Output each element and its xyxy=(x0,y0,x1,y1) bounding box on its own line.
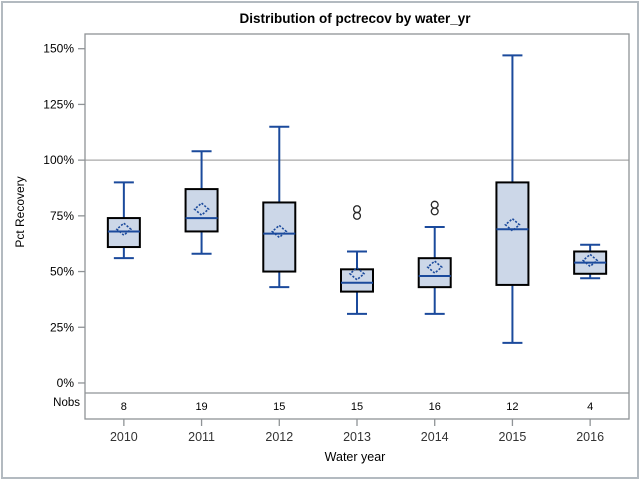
x-tick-label: 2015 xyxy=(499,430,527,444)
mean-marker xyxy=(504,217,521,232)
iqr-box xyxy=(106,217,141,249)
boxplot-2012 xyxy=(262,125,297,289)
nobs-value: 15 xyxy=(351,401,363,413)
outlier-point xyxy=(430,200,439,209)
y-axis-label: Pct Recovery xyxy=(13,176,27,248)
boxplot-2013 xyxy=(340,205,374,315)
y-tick-label: 75% xyxy=(50,209,74,223)
mean-marker xyxy=(193,202,210,217)
boxplot-2010 xyxy=(106,181,141,260)
y-tick-label: 0% xyxy=(57,376,75,390)
chart-title: Distribution of pctrecov by water_yr xyxy=(239,11,471,26)
nobs-value: 8 xyxy=(121,401,127,413)
outlier-point xyxy=(430,207,439,216)
y-tick-label: 125% xyxy=(43,97,74,111)
outlier-point xyxy=(352,211,362,220)
nobs-value: 16 xyxy=(429,401,441,413)
mean-marker xyxy=(581,253,599,268)
iqr-box xyxy=(184,188,219,233)
mean-marker xyxy=(426,260,443,275)
mean-marker xyxy=(348,266,366,281)
nobs-value: 15 xyxy=(273,401,285,413)
mean-marker xyxy=(115,222,133,237)
x-tick-label: 2012 xyxy=(265,430,293,444)
y-tick-label: 25% xyxy=(50,320,74,334)
y-tick-label: 100% xyxy=(43,153,74,167)
outlier-point xyxy=(352,205,362,214)
boxplot-2015 xyxy=(495,54,530,344)
boxplot-2014 xyxy=(417,200,452,315)
nobs-value: 4 xyxy=(587,401,593,413)
y-tick-label: 50% xyxy=(50,265,74,279)
x-axis-label: Water year xyxy=(324,450,386,464)
boxplot-2011 xyxy=(184,150,219,255)
x-tick-label: 2016 xyxy=(576,430,604,444)
y-tick-label: 150% xyxy=(43,42,74,56)
nobs-row-label: Nobs xyxy=(53,397,80,409)
x-tick-label: 2010 xyxy=(110,430,138,444)
x-tick-label: 2013 xyxy=(343,430,371,444)
mean-marker xyxy=(271,224,288,239)
boxplot-2016 xyxy=(573,243,608,280)
iqr-box xyxy=(340,268,374,293)
x-tick-label: 2011 xyxy=(188,430,215,444)
plot-frame xyxy=(84,33,630,420)
x-tick-label: 2014 xyxy=(421,430,449,444)
iqr-box xyxy=(495,181,530,286)
nobs-value: 12 xyxy=(506,401,518,413)
nobs-value: 19 xyxy=(195,401,207,413)
